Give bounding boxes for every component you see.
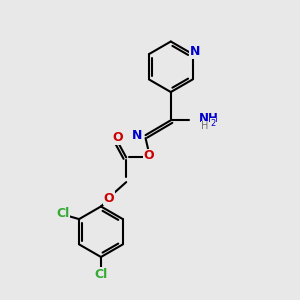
Text: H: H (201, 121, 208, 131)
Text: Cl: Cl (94, 268, 108, 281)
Text: 2: 2 (210, 119, 215, 128)
Text: NH: NH (198, 112, 218, 125)
Text: Cl: Cl (56, 207, 69, 220)
Text: N: N (190, 45, 200, 58)
Text: O: O (103, 192, 114, 205)
Text: N: N (132, 129, 142, 142)
Text: O: O (143, 149, 154, 162)
Text: O: O (112, 131, 123, 144)
